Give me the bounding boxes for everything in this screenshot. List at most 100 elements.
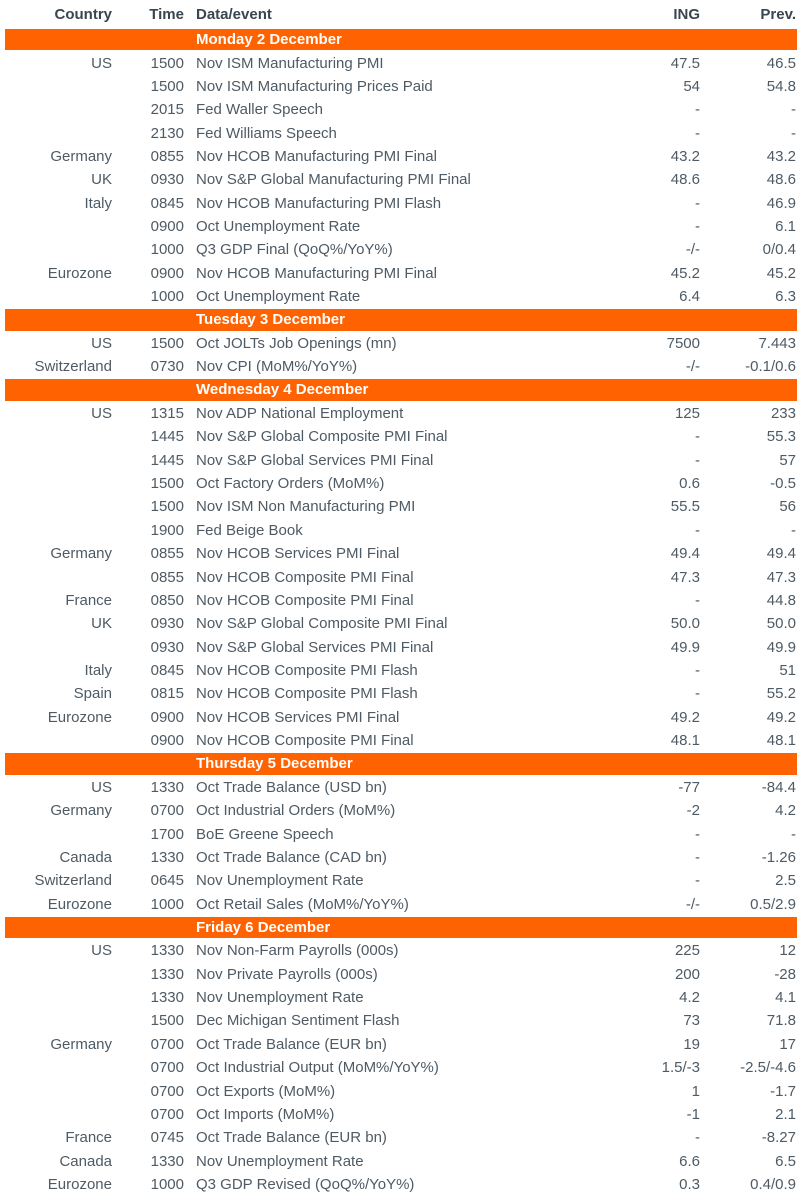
table-row: Spain 0815 Nov HCOB Composite PMI Flash … [5, 682, 797, 705]
cell-prev: -8.27 [761, 1129, 796, 1147]
cell-country: US [91, 54, 112, 72]
cell-country: US [91, 778, 112, 796]
table-row: 1445 Nov S&P Global Services PMI Final -… [5, 449, 797, 472]
cell-country [5, 519, 112, 542]
cell-prev: 2.5 [775, 872, 796, 890]
cell-country: UK [91, 171, 112, 189]
table-row: Germany 0855 Nov HCOB Services PMI Final… [5, 542, 797, 565]
cell-time: 0900 [150, 708, 184, 726]
cell-prev: 51 [779, 661, 796, 679]
cell-ing: - [695, 101, 700, 119]
cell-time: 0700 [150, 1035, 184, 1053]
column-header-row: Country Time Data/event ING Prev. [5, 0, 797, 28]
cell-event: Nov Unemployment Rate [196, 989, 364, 1007]
cell-event: Dec Michigan Sentiment Flash [196, 1012, 400, 1030]
cell-prev: 57 [779, 451, 796, 469]
cell-event: Oct Industrial Orders (MoM%) [196, 802, 396, 820]
cell-time: 1500 [150, 334, 184, 352]
cell-prev: 47.3 [766, 568, 796, 586]
cell-prev: 0.5/2.9 [750, 895, 796, 913]
cell-event: Q3 GDP Final (QoQ%/YoY%) [196, 241, 393, 259]
cell-ing: -1 [686, 1105, 700, 1123]
table-row: 1900 Fed Beige Book - - [5, 519, 797, 542]
table-row: Switzerland 0645 Nov Unemployment Rate -… [5, 869, 797, 892]
cell-prev: 45.2 [766, 264, 796, 282]
cell-country: US [91, 405, 112, 423]
table-row: US 1330 Oct Trade Balance (USD bn) -77 -… [5, 776, 797, 799]
cell-event: Nov CPI (MoM%/YoY%) [196, 358, 358, 376]
col-header-time: Time [149, 5, 184, 23]
table-row: Eurozone 0900 Nov HCOB Services PMI Fina… [5, 706, 797, 729]
table-row: 1330 Nov Private Payrolls (000s) 200 -28 [5, 963, 797, 986]
table-row: 0900 Nov HCOB Composite PMI Final 48.1 4… [5, 729, 797, 752]
cell-event: Nov HCOB Composite PMI Flash [196, 661, 418, 679]
cell-country: Canada [59, 1152, 112, 1170]
cell-prev: 7.443 [758, 334, 796, 352]
cell-time: 0730 [150, 358, 184, 376]
cell-time: 0645 [150, 872, 184, 890]
cell-ing: 200 [674, 965, 700, 983]
cell-time: 0855 [150, 545, 184, 563]
cell-prev: 56 [779, 498, 796, 516]
cell-time: 0855 [150, 568, 184, 586]
cell-ing: 54 [683, 77, 700, 95]
cell-ing: -2 [686, 802, 700, 820]
cell-country [5, 986, 112, 1009]
cell-ing: 49.4 [670, 545, 700, 563]
cell-country [5, 565, 112, 588]
cell-time: 0855 [150, 148, 184, 165]
day-header-cell: Wednesday 4 December [5, 378, 797, 401]
cell-prev: 55.2 [766, 685, 796, 703]
cell-prev: -1.26 [761, 848, 796, 866]
col-header-ing: ING [673, 5, 700, 23]
cell-event: Nov S&P Global Services PMI Final [196, 638, 434, 656]
cell-event: Nov ISM Manufacturing PMI [196, 54, 384, 72]
cell-country [5, 121, 112, 144]
cell-time: 0930 [150, 615, 184, 633]
cell-ing: 19 [683, 1035, 700, 1053]
cell-event: BoE Greene Speech [196, 825, 334, 843]
cell-time: 1330 [150, 1152, 184, 1170]
cell-ing: -/- [685, 358, 700, 376]
cell-ing: 47.5 [670, 54, 700, 72]
cell-ing: 50.0 [670, 615, 700, 633]
table-row: 0900 Oct Unemployment Rate - 6.1 [5, 215, 797, 238]
cell-event: Nov S&P Global Services PMI Final [196, 451, 434, 469]
cell-ing: 48.1 [670, 732, 700, 750]
day-header-cell: Thursday 5 December [5, 752, 797, 775]
cell-event: Oct Unemployment Rate [196, 218, 361, 236]
day-header-row: Friday 6 December [5, 916, 797, 939]
cell-prev: -84.4 [761, 778, 796, 796]
cell-ing: - [695, 124, 700, 142]
cell-time: 0745 [150, 1129, 184, 1147]
cell-event: Oct Trade Balance (EUR bn) [196, 1129, 387, 1147]
cell-prev: 49.4 [766, 545, 796, 563]
cell-country: US [91, 334, 112, 352]
cell-time: 2015 [150, 101, 184, 119]
cell-event: Nov ISM Manufacturing Prices Paid [196, 77, 433, 95]
cell-event: Nov Non-Farm Payrolls (000s) [196, 942, 399, 960]
day-header-cell: Monday 2 December [5, 28, 797, 51]
cell-prev: 49.2 [766, 708, 796, 726]
cell-ing: 6.4 [679, 288, 700, 306]
cell-ing: - [695, 428, 700, 446]
cell-event: Nov Private Payrolls (000s) [196, 965, 378, 983]
cell-event: Oct Trade Balance (EUR bn) [196, 1035, 387, 1053]
table-row: 1500 Nov ISM Non Manufacturing PMI 55.5 … [5, 495, 797, 518]
cell-prev: 0/0.4 [762, 241, 796, 259]
table-row: Switzerland 0730 Nov CPI (MoM%/YoY%) -/-… [5, 355, 797, 378]
cell-ing: - [695, 661, 700, 679]
cell-country [5, 238, 112, 261]
cell-prev: 54.8 [766, 77, 796, 95]
table-row: 1700 BoE Greene Speech - - [5, 822, 797, 845]
cell-event: Nov S&P Global Composite PMI Final [196, 615, 448, 633]
cell-ing: 43.2 [670, 148, 700, 165]
table-row: 0855 Nov HCOB Composite PMI Final 47.3 4… [5, 565, 797, 588]
cell-country: Spain [73, 685, 112, 703]
table-row: US 1500 Nov ISM Manufacturing PMI 47.5 4… [5, 51, 797, 74]
table-row: Italy 0845 Nov HCOB Manufacturing PMI Fl… [5, 192, 797, 215]
table-row: UK 0930 Nov S&P Global Composite PMI Fin… [5, 612, 797, 635]
cell-ing: 1.5/-3 [661, 1059, 700, 1077]
cell-ing: 55.5 [670, 498, 700, 516]
cell-prev: 46.9 [766, 194, 796, 212]
